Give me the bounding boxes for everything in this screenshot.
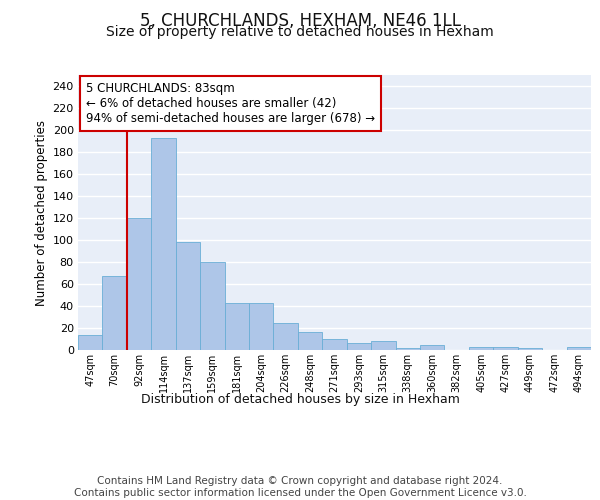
Bar [249,302,274,350]
Y-axis label: Number of detached properties: Number of detached properties [35,120,49,306]
Bar [566,346,591,350]
Text: Size of property relative to detached houses in Hexham: Size of property relative to detached ho… [106,25,494,39]
Bar [103,276,127,350]
Bar [127,218,151,350]
Bar [420,344,445,350]
Bar [224,302,249,350]
Text: Contains HM Land Registry data © Crown copyright and database right 2024.
Contai: Contains HM Land Registry data © Crown c… [74,476,526,498]
Bar [274,322,298,350]
Bar [395,348,420,350]
Text: 5 CHURCHLANDS: 83sqm
← 6% of detached houses are smaller (42)
94% of semi-detach: 5 CHURCHLANDS: 83sqm ← 6% of detached ho… [86,82,375,125]
Bar [518,348,542,350]
Bar [322,339,347,350]
Bar [78,334,103,350]
Bar [371,341,395,350]
Bar [200,262,224,350]
Bar [347,344,371,350]
Bar [298,332,322,350]
Bar [493,346,518,350]
Text: Distribution of detached houses by size in Hexham: Distribution of detached houses by size … [140,392,460,406]
Text: 5, CHURCHLANDS, HEXHAM, NE46 1LL: 5, CHURCHLANDS, HEXHAM, NE46 1LL [139,12,461,30]
Bar [151,138,176,350]
Bar [176,242,200,350]
Bar [469,346,493,350]
